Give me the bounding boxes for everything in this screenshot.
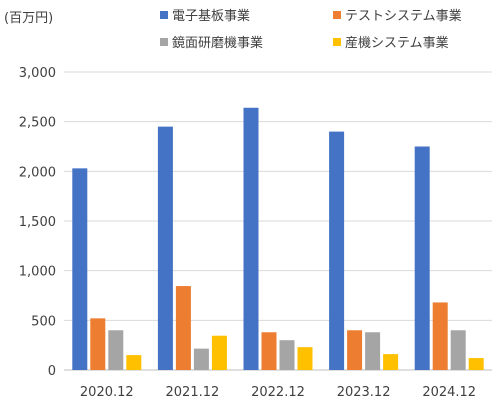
bar: [243, 107, 259, 370]
y-tick-label: 1,000: [19, 265, 56, 280]
bars: [72, 107, 484, 370]
bar: [365, 332, 381, 370]
bar: [383, 354, 399, 370]
legend-label-electronic-boards: 電子基板事業: [172, 8, 250, 24]
bar: [297, 347, 313, 370]
x-tick-label: 2020.12: [80, 385, 134, 400]
y-tick-label: 1,500: [19, 215, 56, 230]
y-tick-label: 500: [31, 314, 56, 329]
x-tick-label: 2021.12: [166, 385, 220, 400]
x-tick-label: 2024.12: [422, 385, 476, 400]
y-axis-ticks: 0 500 1,000 1,500 2,000 2,500 3,000: [19, 66, 56, 379]
bar: [261, 332, 277, 370]
legend-swatch-test-systems: [333, 11, 341, 19]
legend: 電子基板事業 テストシステム事業 鏡面研磨機事業 産機システム事業: [160, 8, 462, 51]
legend-label-test-systems: テストシステム事業: [345, 8, 462, 24]
legend-label-industrial-systems: 産機システム事業: [345, 35, 449, 51]
y-tick-label: 2,500: [19, 116, 56, 131]
legend-swatch-industrial-systems: [333, 38, 341, 46]
legend-swatch-electronic-boards: [160, 11, 168, 19]
bar: [279, 340, 295, 370]
bar: [157, 126, 173, 370]
bar: [175, 286, 191, 370]
bar: [108, 330, 124, 370]
bar: [450, 330, 466, 370]
x-axis-ticks: 2020.12 2021.12 2022.12 2023.12 2024.12: [80, 385, 476, 400]
gridlines: [64, 71, 492, 371]
y-tick-label: 2,000: [19, 165, 56, 180]
x-tick-label: 2023.12: [337, 385, 391, 400]
y-tick-label: 0: [48, 364, 56, 379]
x-tick-label: 2022.12: [251, 385, 305, 400]
bar: [468, 358, 484, 370]
bar: [72, 168, 88, 370]
unit-label: (百万円): [4, 11, 53, 26]
bar: [90, 318, 106, 370]
bar: [126, 355, 142, 370]
bar: [193, 348, 209, 370]
bar: [347, 330, 363, 370]
bar: [414, 146, 430, 370]
legend-swatch-mirror-polishing: [160, 38, 168, 46]
bar: [432, 302, 448, 370]
legend-label-mirror-polishing: 鏡面研磨機事業: [172, 35, 263, 51]
bar: [211, 335, 227, 370]
y-tick-label: 3,000: [19, 66, 56, 81]
bar: [329, 131, 345, 370]
